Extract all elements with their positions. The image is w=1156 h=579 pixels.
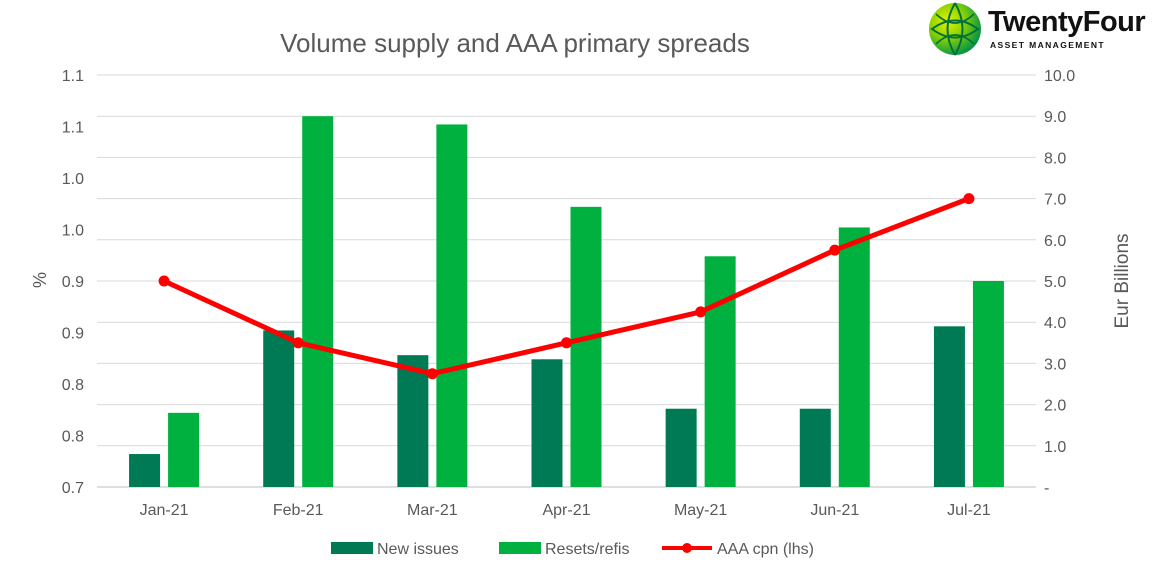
resets-refis-bar [972,281,1004,487]
right-tick-label: 3.0 [1044,356,1066,373]
right-tick-label: 6.0 [1044,233,1066,250]
right-axis-label: Eur Billions [1112,233,1133,328]
legend-label: New issues [377,541,459,558]
x-tick-label: Jul-21 [947,502,991,519]
resets-refis-bar [570,206,602,487]
new-issues-bar [129,454,161,487]
left-tick-label: 1.0 [62,223,84,240]
left-tick-label: 1.0 [62,171,84,188]
resets-refis-bar [436,124,468,487]
new-issues-bar [397,355,429,487]
left-tick-label: 0.7 [62,480,84,497]
x-tick-label: Mar-21 [407,502,458,519]
legend-label: AAA cpn (lhs) [717,541,814,558]
chart-title: Volume supply and AAA primary spreads [280,28,750,58]
left-tick-label: 0.9 [62,326,84,343]
x-tick-label: May-21 [674,502,727,519]
new-issues-bar [799,408,831,487]
right-axis: 10.0 9.0 8.0 7.0 6.0 5.0 4.0 3.0 2.0 1.0 - [1044,68,1075,497]
new-issues-bar [531,359,563,487]
x-axis: Jan-21 Feb-21 Mar-21 Apr-21 May-21 Jun-21 Jul-… [140,502,991,519]
x-tick-label: Jan-21 [140,502,189,519]
aaa-cpn-point [292,337,304,349]
right-tick-label: 10.0 [1044,68,1075,85]
bars [129,116,1004,487]
right-tick-label: 9.0 [1044,109,1066,126]
aaa-cpn-point [426,368,438,380]
legend-swatch-marker [682,543,692,553]
right-tick-label: 4.0 [1044,315,1066,332]
logo-name: TwentyFour [988,6,1146,38]
legend: New issues Resets/refis AAA cpn (lhs) [331,541,814,558]
left-tick-label: 0.8 [62,429,84,446]
x-tick-label: Feb-21 [273,502,324,519]
left-axis: 1.1 1.1 1.0 1.0 0.9 0.9 0.8 0.8 0.7 [62,68,84,497]
right-tick-label: - [1044,480,1049,497]
right-tick-label: 1.0 [1044,439,1066,456]
legend-label: Resets/refis [545,541,629,558]
resets-refis-bar [302,116,334,487]
logo-subtitle: ASSET MANAGEMENT [990,40,1105,50]
aaa-cpn-point [829,244,841,256]
gridlines [97,74,1036,488]
right-tick-label: 8.0 [1044,150,1066,167]
left-tick-label: 0.8 [62,377,84,394]
aaa-cpn-point [695,306,707,318]
new-issues-bar [665,408,697,487]
aaa-cpn-point [158,275,170,287]
legend-swatch [499,542,541,554]
aaa-cpn-point [963,193,975,205]
right-tick-label: 5.0 [1044,274,1066,291]
left-axis-label: % [30,272,50,288]
left-tick-label: 1.1 [62,68,84,85]
legend-swatch [331,542,373,554]
aaa-cpn-point [561,337,572,349]
logo-globe-icon [929,2,981,56]
x-tick-label: Jun-21 [810,502,859,519]
new-issues-bar [933,326,965,487]
brand-logo: TwentyFour ASSET MANAGEMENT [928,2,1154,56]
x-tick-label: Apr-21 [542,502,590,519]
left-tick-label: 1.1 [62,120,84,137]
resets-refis-bar [168,412,200,487]
new-issues-bar [263,330,295,487]
right-tick-label: 2.0 [1044,398,1066,415]
resets-refis-bar [704,256,736,487]
right-tick-label: 7.0 [1044,192,1066,209]
left-tick-label: 0.9 [62,274,84,291]
resets-refis-bar [838,227,870,487]
line-series [158,193,975,380]
